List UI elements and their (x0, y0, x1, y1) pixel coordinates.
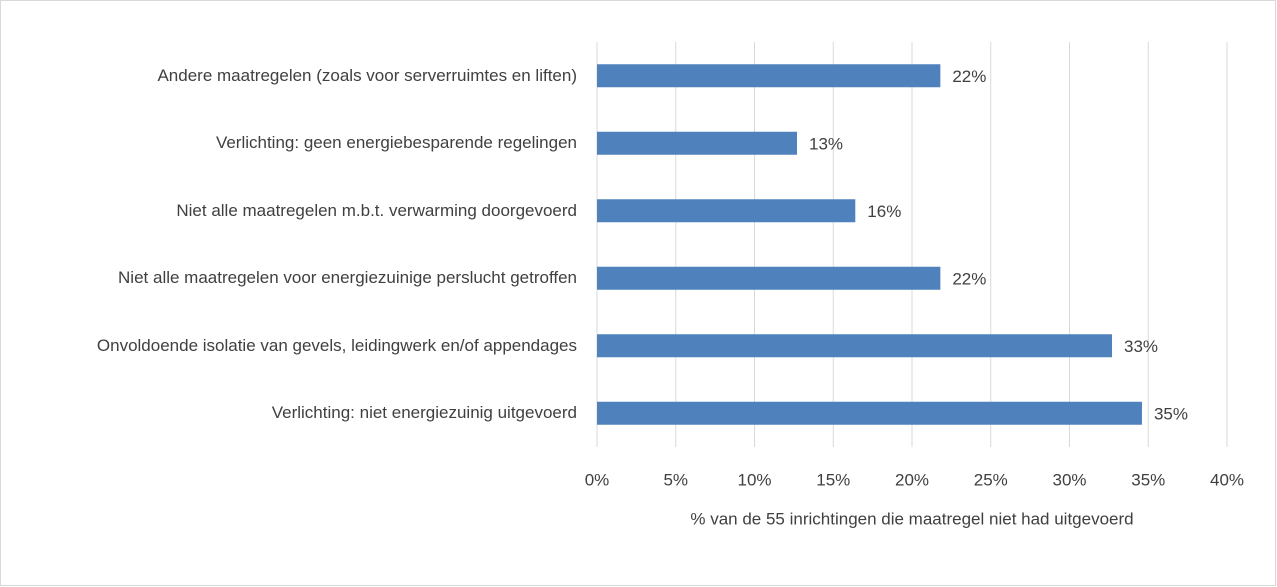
x-axis-title: % van de 55 inrichtingen die maatregel n… (690, 509, 1133, 528)
x-tick-label: 15% (816, 470, 850, 489)
bar (597, 334, 1113, 358)
data-label: 13% (809, 135, 843, 154)
x-tick-label: 20% (895, 470, 929, 489)
data-label: 35% (1154, 405, 1188, 424)
x-tick-label: 0% (585, 470, 610, 489)
y-tick-label-box: Niet alle maatregelen m.b.t. verwarming … (0, 200, 577, 222)
y-tick-label: Niet alle maatregelen voor energiezuinig… (118, 268, 577, 288)
bar (597, 131, 798, 155)
x-tick-label: 35% (1131, 470, 1165, 489)
bar (597, 401, 1142, 425)
data-label: 22% (952, 270, 986, 289)
y-tick-label: Verlichting: niet energiezuinig uitgevoe… (271, 403, 577, 423)
bar (597, 64, 941, 88)
y-tick-label: Onvoldoende isolatie van gevels, leiding… (96, 335, 577, 355)
x-tick-label: 40% (1210, 470, 1244, 489)
y-tick-label-box: Verlichting: geen energiebesparende rege… (0, 132, 577, 154)
y-tick-label-box: Verlichting: niet energiezuinig uitgevoe… (0, 402, 577, 424)
bar (597, 266, 941, 290)
y-tick-label: Niet alle maatregelen m.b.t. verwarming … (176, 200, 577, 220)
data-label: 16% (867, 202, 901, 221)
bar (597, 199, 856, 223)
y-tick-label: Verlichting: geen energiebesparende rege… (215, 133, 577, 153)
y-tick-label: Andere maatregelen (zoals voor serverrui… (157, 65, 577, 85)
x-tick-label: 30% (1052, 470, 1086, 489)
x-tick-label: 5% (663, 470, 688, 489)
y-tick-label-box: Andere maatregelen (zoals voor serverrui… (0, 65, 577, 87)
data-label: 22% (952, 67, 986, 86)
x-tick-label: 10% (737, 470, 771, 489)
y-tick-label-box: Onvoldoende isolatie van gevels, leiding… (0, 335, 577, 357)
y-tick-label-box: Niet alle maatregelen voor energiezuinig… (0, 267, 577, 289)
x-tick-label: 25% (974, 470, 1008, 489)
data-label: 33% (1124, 337, 1158, 356)
